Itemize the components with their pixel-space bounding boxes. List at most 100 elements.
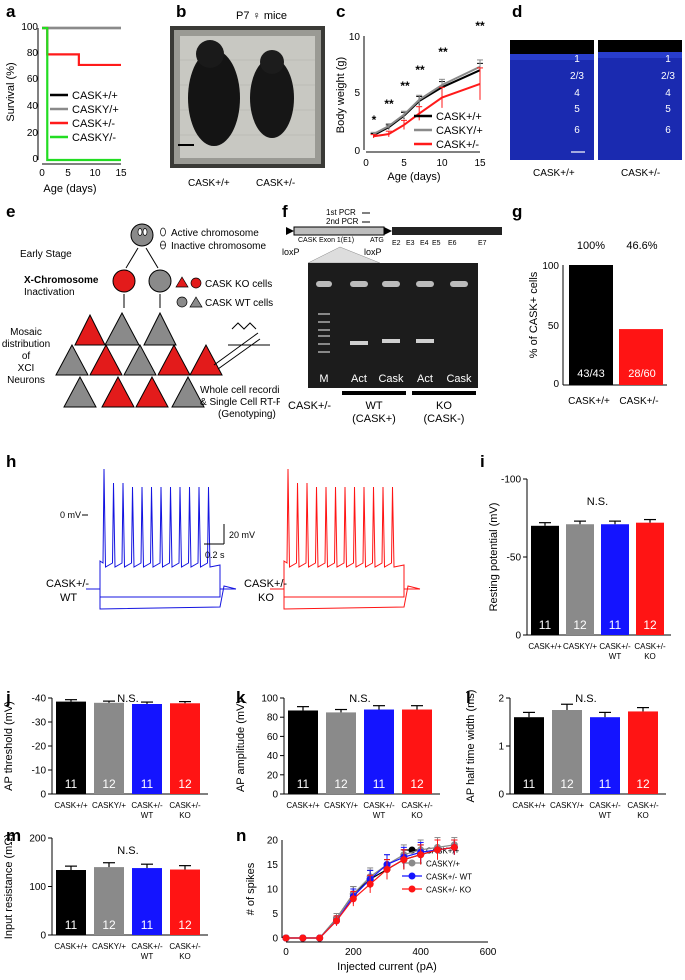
k-n-value: 11 bbox=[297, 777, 310, 791]
m-bar bbox=[132, 868, 162, 935]
l-ytick: 0 bbox=[498, 790, 504, 801]
c-xtick: 10 bbox=[436, 158, 448, 169]
n-xtick: 0 bbox=[283, 947, 289, 958]
i-n-value: 11 bbox=[609, 618, 622, 632]
h-ko-label: CASK+/- bbox=[244, 578, 287, 590]
k-ns-label: N.S. bbox=[349, 693, 370, 705]
a-ylabel: Survival (%) bbox=[5, 62, 17, 121]
d-layer: 5 bbox=[574, 104, 580, 115]
i-n-value: 11 bbox=[539, 618, 552, 632]
k-ytick: 100 bbox=[261, 694, 278, 705]
n-legend-label: CASK+/- WT bbox=[426, 873, 472, 882]
c-legend-1: CASKY/+ bbox=[436, 125, 483, 137]
f-lane: Act bbox=[351, 373, 367, 385]
n-point bbox=[434, 846, 441, 854]
b-title: P7 ♀ mice bbox=[236, 10, 287, 22]
c-star: ** bbox=[384, 97, 394, 111]
l-group-sub: WT bbox=[599, 811, 612, 820]
j-bar bbox=[132, 704, 162, 794]
f-wt: WT bbox=[365, 400, 382, 412]
c-xtick: 5 bbox=[401, 158, 407, 169]
l-ns-label: N.S. bbox=[575, 693, 596, 705]
m-bar bbox=[170, 869, 200, 935]
n-point bbox=[333, 917, 340, 925]
b-label-1: CASK+/- bbox=[256, 178, 295, 189]
f-exon-label: E5 bbox=[432, 240, 441, 247]
e-whole-cell: & Single Cell RT-PCR bbox=[200, 397, 280, 408]
e-inactive: Inactive chromosome bbox=[171, 241, 266, 252]
e-mosaic: Mosaic bbox=[10, 327, 42, 338]
a-series-line bbox=[42, 26, 121, 67]
d-layer: 2/3 bbox=[570, 71, 584, 82]
n-point bbox=[299, 934, 307, 942]
panel-letter-g: g bbox=[512, 202, 523, 221]
k-ytick: 20 bbox=[267, 770, 279, 781]
n-ytick: 10 bbox=[267, 885, 279, 896]
f-pcr2: 2nd PCR bbox=[326, 217, 359, 226]
d-layer: 6 bbox=[574, 125, 580, 136]
c-star: ** bbox=[400, 79, 410, 93]
j-group-label: CASK+/+ bbox=[54, 801, 88, 810]
j-ns-label: N.S. bbox=[117, 693, 138, 705]
h-wt-label: WT bbox=[60, 592, 77, 604]
i-ns-label: N.S. bbox=[587, 496, 608, 508]
j-bar bbox=[94, 702, 124, 794]
j-group-sub: WT bbox=[141, 811, 154, 820]
i-ytick: -100 bbox=[501, 475, 521, 486]
g-label-0: CASK+/+ bbox=[568, 396, 610, 407]
j-group-sub: KO bbox=[179, 811, 191, 820]
m-ytick: 100 bbox=[29, 882, 46, 893]
k-bar bbox=[402, 709, 432, 794]
k-group-label: CASK+/- bbox=[363, 801, 395, 810]
k-n-value: 11 bbox=[373, 777, 386, 791]
k-ytick: 60 bbox=[267, 732, 279, 743]
l-group-sub: KO bbox=[637, 811, 649, 820]
i-n-value: 12 bbox=[643, 618, 657, 632]
k-group-label: CASKY/+ bbox=[324, 801, 358, 810]
e-whole-cell: (Genotyping) bbox=[218, 409, 276, 420]
a-ytick: 100 bbox=[21, 22, 38, 33]
k-bar bbox=[288, 710, 318, 794]
e-whole-cell: Whole cell recording bbox=[200, 385, 280, 396]
l-ytick: 1 bbox=[498, 742, 504, 753]
h-scale-s: 0.2 s bbox=[205, 550, 225, 560]
d-layer: 1 bbox=[574, 54, 580, 65]
l-n-value: 12 bbox=[560, 777, 574, 791]
c-ytick: 10 bbox=[349, 32, 361, 43]
g-ytick: 100 bbox=[542, 261, 559, 272]
n-point bbox=[417, 851, 425, 859]
d-layer: 4 bbox=[665, 88, 671, 99]
k-n-value: 12 bbox=[410, 777, 424, 791]
c-ytick: 5 bbox=[354, 88, 360, 99]
m-ns-label: N.S. bbox=[117, 845, 138, 857]
g-count-1: 28/60 bbox=[628, 368, 656, 380]
a-ytick: 80 bbox=[27, 48, 39, 59]
n-point bbox=[282, 934, 290, 942]
h-hyper-trace bbox=[270, 588, 420, 598]
j-group-label: CASK+/- bbox=[131, 801, 163, 810]
c-xtick: 0 bbox=[363, 158, 369, 169]
panel-h-traces: 0 mV 20 mV 0.2 s CASK+/- WT CASK+/- KO bbox=[46, 468, 421, 610]
k-bar bbox=[364, 709, 394, 794]
n-ytick: 20 bbox=[267, 836, 279, 847]
j-bar bbox=[170, 703, 200, 794]
panel-e-schematic: Early Stage Active chromosome Inactive c… bbox=[2, 223, 280, 420]
k-group-label: CASK+/+ bbox=[286, 801, 320, 810]
panel-letter-j: j bbox=[6, 688, 11, 707]
a-legend-2: CASK+/- bbox=[72, 118, 115, 130]
j-ytick: -20 bbox=[32, 742, 47, 753]
a-xtick: 0 bbox=[39, 168, 45, 179]
l-ylabel: AP half time width (ms) bbox=[465, 690, 477, 802]
e-mosaic: distribution bbox=[2, 339, 50, 350]
c-ytick: 0 bbox=[354, 146, 360, 157]
c-series-line bbox=[373, 65, 481, 135]
m-n-value: 12 bbox=[102, 918, 116, 932]
g-pct-1: 46.6% bbox=[626, 240, 657, 252]
f-pcr1: 1st PCR bbox=[326, 208, 356, 217]
e-mosaic: Neurons bbox=[7, 375, 45, 386]
n-legend-label: CASKY/+ bbox=[426, 860, 460, 869]
f-exon: CASK Exon 1(E1) bbox=[298, 237, 354, 244]
m-ytick: 0 bbox=[40, 931, 46, 942]
l-bar bbox=[590, 717, 620, 794]
k-bar bbox=[326, 712, 356, 794]
